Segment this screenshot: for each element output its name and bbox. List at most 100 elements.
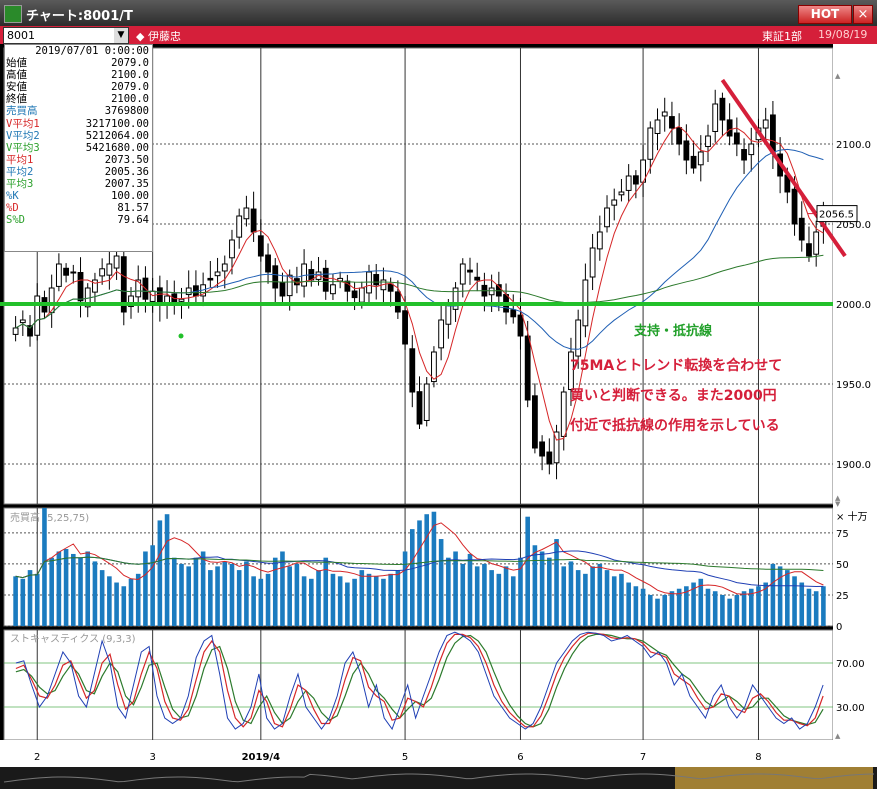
- volume-bar: [20, 578, 26, 626]
- info-value: 79.64: [117, 214, 149, 227]
- info-value: 2005.36: [104, 165, 149, 178]
- volume-bar: [49, 557, 54, 626]
- x-tick-label: 3: [149, 752, 155, 763]
- volume-bar: [294, 563, 300, 626]
- volume-bar: [554, 539, 559, 626]
- candle-body: [120, 256, 127, 313]
- x-tick-label: 6: [517, 752, 523, 763]
- info-date: 2019/07/01 0:00:00: [35, 45, 149, 57]
- hot-button[interactable]: HOT: [798, 5, 852, 24]
- volume-bar: [63, 548, 69, 626]
- info-row: 平均1 2073.50: [5, 154, 152, 166]
- candle-body: [34, 295, 41, 336]
- chart-app-icon: [4, 5, 22, 23]
- candle-body: [351, 290, 358, 299]
- volume-bar: [756, 586, 761, 626]
- ma-short-line: [15, 125, 824, 441]
- volume-bar: [676, 588, 682, 626]
- volume-bar: [186, 566, 192, 626]
- volume-bar: [684, 586, 689, 626]
- volume-title: 売買高 (5,25,75): [10, 511, 89, 524]
- volume-bar: [539, 551, 545, 626]
- info-row: S%D 79.64: [5, 214, 152, 226]
- window-title: チャート:8001/T: [26, 9, 133, 24]
- volume-bar: [525, 516, 530, 626]
- candle-body: [798, 217, 805, 241]
- volume-bar: [99, 570, 105, 626]
- volume-bar: [633, 586, 639, 626]
- candle-body: [762, 119, 769, 129]
- candle-body: [373, 274, 380, 286]
- volume-bar: [547, 557, 552, 626]
- info-label: 終値: [6, 93, 27, 106]
- candle-body: [459, 263, 466, 285]
- candle-body: [697, 151, 704, 166]
- volume-bar: [193, 557, 199, 626]
- volume-bar: [424, 514, 430, 626]
- candle-body: [654, 119, 661, 134]
- symbol-code-select[interactable]: 8001 ▼: [3, 27, 129, 44]
- info-label: 平均3: [6, 178, 34, 191]
- volume-bar: [359, 570, 365, 626]
- volume-bar: [698, 578, 704, 626]
- info-label: 平均1: [6, 153, 34, 166]
- volume-bar: [309, 578, 314, 626]
- info-row: 安値 2079.0: [5, 81, 152, 93]
- candle-body: [12, 327, 19, 335]
- candle-body: [438, 319, 445, 349]
- candle-body: [748, 143, 755, 156]
- volume-bar: [575, 570, 581, 626]
- candle-body: [510, 309, 517, 318]
- candle-body: [236, 215, 243, 238]
- volume-bar: [655, 598, 660, 626]
- candle-body: [647, 127, 654, 160]
- volume-bar: [763, 582, 768, 626]
- annotation-text: 買いと判断できる。また2000円: [570, 387, 777, 404]
- candle-body: [185, 287, 192, 296]
- candle-body: [488, 287, 495, 296]
- candle-body: [77, 272, 84, 302]
- candle-body: [229, 239, 235, 259]
- candle-body: [553, 431, 560, 464]
- volume-bar: [770, 563, 776, 626]
- y-tick-label: 75: [836, 529, 849, 540]
- candle-body: [156, 287, 163, 305]
- candle-body: [813, 231, 820, 255]
- y-tick-label: 50: [836, 560, 849, 571]
- info-value: 2100.0: [111, 93, 149, 106]
- candle-body: [48, 287, 55, 314]
- volume-bar: [107, 576, 112, 626]
- volume-bar: [489, 570, 494, 626]
- candle-body: [596, 231, 603, 250]
- navigator-bar: [0, 767, 877, 789]
- volume-bar: [200, 551, 206, 626]
- candle-body: [568, 351, 574, 391]
- volume-bar: [597, 563, 603, 626]
- info-row: %K 100.00: [5, 190, 152, 202]
- chevron-down-icon[interactable]: ▼: [114, 28, 128, 43]
- volume-bar: [337, 576, 343, 626]
- info-row: V平均3 5421680.00: [5, 142, 152, 154]
- candle-body: [265, 254, 271, 273]
- candle-body: [632, 175, 639, 185]
- close-icon[interactable]: ×: [853, 5, 873, 24]
- symbol-date: 19/08/19: [818, 28, 868, 41]
- volume-bar: [691, 582, 696, 626]
- candle-body: [604, 207, 610, 228]
- volume-bar: [92, 561, 98, 626]
- volume-bar: [799, 582, 805, 626]
- candle-body: [149, 290, 156, 302]
- info-label: V平均1: [6, 117, 40, 130]
- volume-bar: [352, 578, 357, 626]
- stochastic-k-line: [15, 631, 824, 731]
- volume-bar: [532, 545, 538, 626]
- volume-bar: [13, 576, 18, 626]
- volume-bar: [482, 563, 487, 626]
- volume-bar: [121, 586, 127, 626]
- scroll-up-icon: ▲: [835, 494, 841, 502]
- info-value: 5212064.00: [85, 129, 149, 142]
- candle-body: [409, 348, 416, 393]
- y-tick-label: 70.00: [836, 659, 865, 670]
- volume-bar: [792, 576, 797, 626]
- volume-unit: × 十万: [836, 510, 868, 523]
